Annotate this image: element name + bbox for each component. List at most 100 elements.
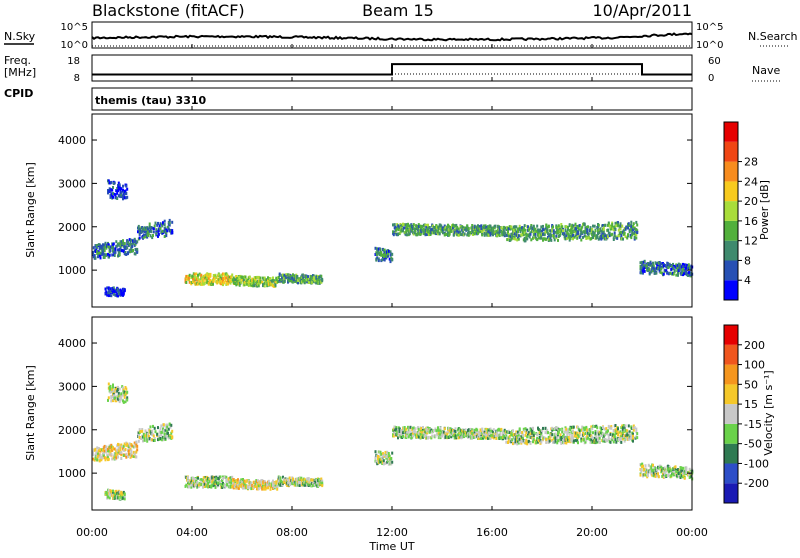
velocity-cell <box>395 426 398 429</box>
power-cell <box>431 227 434 231</box>
velocity-cell <box>123 497 126 501</box>
velocity-cell <box>644 473 647 477</box>
power-cell <box>292 279 295 283</box>
velocity-cell <box>518 427 521 431</box>
velocity-cell <box>227 479 229 483</box>
velocity-cell <box>407 430 410 434</box>
power-cell <box>563 235 566 239</box>
velocity-cell <box>580 439 583 443</box>
velocity-cell <box>243 482 246 486</box>
velocity-cell <box>124 400 127 404</box>
velocity-cell <box>228 480 231 484</box>
power-cell <box>518 227 521 231</box>
velocity-cell <box>96 446 99 450</box>
power-cell <box>94 256 97 260</box>
velocity-cell <box>117 385 119 389</box>
power-cell <box>582 235 584 239</box>
nsearch-label: N.Search <box>748 30 798 43</box>
velocity-cell <box>578 429 581 433</box>
power-cell <box>127 240 129 244</box>
power-cell <box>445 233 448 236</box>
velocity-cell <box>135 450 138 454</box>
power-colorbar-segment <box>724 280 738 300</box>
velocity-cell <box>500 427 503 431</box>
power-cell <box>530 238 533 242</box>
power-cell <box>489 231 492 235</box>
velocity-cell <box>386 450 389 454</box>
time-axis: 00:00 04:00 08:00 12:00 16:00 20:00 00:00 <box>76 44 708 539</box>
velocity-cell <box>272 482 274 486</box>
velocity-cell <box>110 452 113 456</box>
power-cell <box>630 227 633 231</box>
power-cell <box>536 238 539 241</box>
power-cell <box>481 230 484 233</box>
power-cell <box>630 220 633 224</box>
power-cell <box>525 233 528 237</box>
power-cell <box>124 189 127 193</box>
power-cell <box>242 279 245 283</box>
power-cell <box>612 236 615 240</box>
power-cell <box>158 224 161 228</box>
velocity-cell <box>232 481 234 485</box>
freq-tick-low: 8 <box>74 73 80 84</box>
velocity-cell <box>117 443 120 447</box>
velocity-cell <box>123 390 126 394</box>
power-cell <box>114 193 117 197</box>
power-cell <box>510 225 513 229</box>
power-cell <box>123 242 126 245</box>
power-cell <box>519 230 522 233</box>
velocity-cell <box>229 485 232 489</box>
velocity-cell <box>147 432 149 436</box>
velocity-cell <box>536 436 539 440</box>
power-cell <box>636 223 639 227</box>
velocity-cell <box>120 397 123 401</box>
velocity-cell <box>390 457 393 460</box>
power-cell <box>157 234 159 238</box>
power-cell <box>411 228 414 232</box>
power-cell <box>307 277 310 281</box>
velocity-cell <box>494 434 497 437</box>
power-cell <box>103 249 106 253</box>
velocity-cell <box>410 431 413 435</box>
power-cell <box>234 278 237 281</box>
velocity-cell <box>109 384 112 388</box>
power-cell <box>581 225 584 229</box>
velocity-cell <box>283 480 286 484</box>
velocity-cell <box>122 444 125 448</box>
power-cell <box>457 227 460 231</box>
power-cell <box>420 231 423 235</box>
velocity-cell <box>102 449 104 452</box>
velocity-cell <box>388 454 391 458</box>
power-cell <box>535 229 538 233</box>
power-cell <box>132 249 134 252</box>
velocity-cell <box>264 481 267 485</box>
power-cell <box>586 236 589 240</box>
power-cell <box>103 255 106 259</box>
power-cell <box>577 233 579 237</box>
power-cell <box>153 224 156 228</box>
power-cell <box>107 179 110 183</box>
velocity-cell <box>505 434 508 438</box>
velocity-cell <box>526 428 529 432</box>
power-cell <box>596 234 599 238</box>
power-cell <box>592 224 594 228</box>
velocity-cell <box>554 432 557 436</box>
power-cell <box>291 276 294 280</box>
power-cell <box>308 281 311 284</box>
velocity-cell <box>677 474 680 478</box>
power-cell <box>108 253 111 257</box>
power-cell <box>238 279 241 282</box>
velocity-cell <box>687 471 689 475</box>
velocity-cell <box>221 479 224 482</box>
power-cell <box>632 228 634 232</box>
velocity-cell <box>124 447 127 451</box>
velocity-cell <box>674 465 677 469</box>
power-cell <box>601 236 604 240</box>
velocity-cell <box>220 483 223 486</box>
power-cell <box>154 221 157 225</box>
power-cell <box>114 250 117 254</box>
velocity-cell <box>272 479 274 483</box>
power-colorbar-tick: 20 <box>744 195 758 208</box>
power-cell <box>237 276 240 280</box>
velocity-cell <box>622 424 625 428</box>
